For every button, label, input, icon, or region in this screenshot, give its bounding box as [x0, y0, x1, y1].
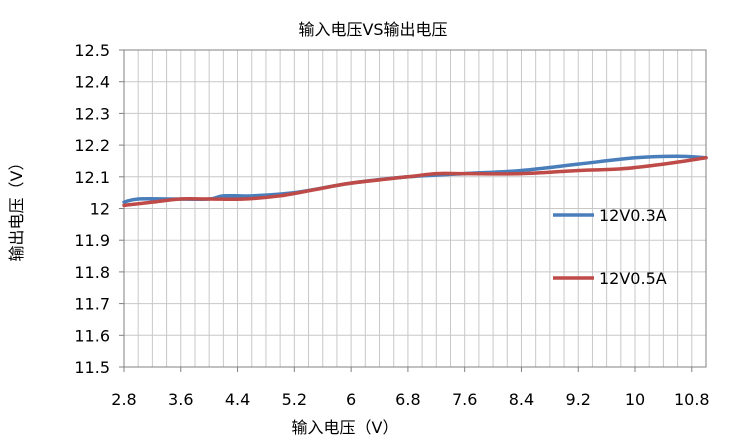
x-tick-label: 7.6 — [452, 390, 477, 409]
x-tick-label: 6.8 — [395, 390, 420, 409]
y-tick-label: 11.6 — [74, 326, 110, 345]
x-tick-label: 8.4 — [509, 390, 534, 409]
x-axis-label: 输入电压（V） — [292, 418, 399, 437]
x-tick-label: 3.6 — [168, 390, 193, 409]
x-tick-label: 6 — [346, 390, 356, 409]
series-line-2 — [122, 156, 708, 208]
y-tick-label: 12.2 — [74, 136, 110, 155]
y-tick-label: 12.4 — [74, 73, 110, 92]
x-tick-label: 2.8 — [111, 390, 136, 409]
x-tick-label: 4.4 — [225, 390, 250, 409]
x-tick-label: 5.2 — [282, 390, 307, 409]
y-tick-label: 12 — [90, 200, 110, 219]
y-tick-label: 11.9 — [74, 231, 110, 250]
grid — [123, 49, 707, 368]
x-tick-label: 10 — [625, 390, 645, 409]
y-axis: 11.5 11.6 11.7 11.8 11.9 12 12.1 12.2 12.3 12.4 12… — [74, 41, 124, 377]
legend: 12V0.3A 12V0.5A — [553, 206, 667, 288]
legend-label-1: 12V0.3A — [599, 206, 667, 225]
x-axis: 2.8 3.6 4.4 5.2 6 6.8 7.6 8.4 9.2 10 10.8 — [111, 367, 710, 409]
series-group — [122, 154, 708, 208]
x-tick-label: 9.2 — [566, 390, 591, 409]
x-tick-label: 10.8 — [674, 390, 710, 409]
series-line-1 — [122, 154, 708, 204]
y-tick-label: 11.5 — [74, 358, 110, 377]
y-tick-label: 12.3 — [74, 104, 110, 123]
chart-title: 输入电压VS输出电压 — [298, 20, 447, 39]
plot-area — [123, 49, 707, 368]
y-axis-label: 输出电压（V） — [7, 155, 26, 262]
y-tick-label: 11.8 — [74, 263, 110, 282]
legend-label-2: 12V0.5A — [599, 269, 667, 288]
y-tick-label: 12.1 — [74, 168, 110, 187]
y-tick-label: 11.7 — [74, 295, 110, 314]
y-tick-label: 12.5 — [74, 41, 110, 60]
